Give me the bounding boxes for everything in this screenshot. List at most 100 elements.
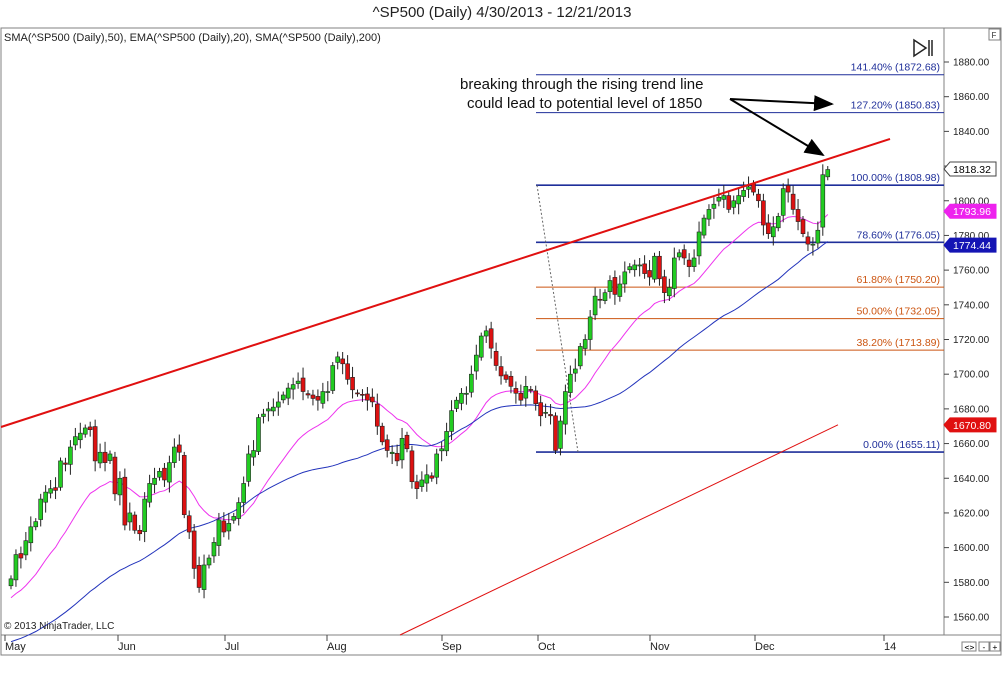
candle-up xyxy=(775,216,781,229)
candle-down xyxy=(191,530,197,569)
candle-up xyxy=(434,453,440,478)
zoom-plus-icon: + xyxy=(993,643,998,652)
candle-up xyxy=(780,188,786,216)
price-tag-box xyxy=(943,237,997,253)
price-tag-box xyxy=(943,203,997,219)
scroll-to-end-icon[interactable] xyxy=(913,38,933,58)
price-tag-box xyxy=(943,161,997,177)
candle-down xyxy=(553,415,558,451)
candlesticks xyxy=(8,164,831,599)
candle-up xyxy=(290,384,296,390)
price-tag-label: 1793.96 xyxy=(953,206,991,218)
candle-up xyxy=(810,243,816,246)
candle-up xyxy=(399,438,405,461)
zoom-plus-button[interactable] xyxy=(989,641,1001,652)
candle-up xyxy=(285,387,291,399)
candle-down xyxy=(409,450,415,483)
candle-up xyxy=(706,209,712,220)
candle-up xyxy=(676,252,682,258)
candle-up xyxy=(602,292,608,301)
candle-down xyxy=(761,200,766,226)
candle-up xyxy=(256,417,261,452)
candle-down xyxy=(647,270,652,278)
candle-up xyxy=(637,264,642,267)
candle-up xyxy=(201,564,207,590)
zoom-out-button[interactable] xyxy=(978,641,990,652)
candle-up xyxy=(736,195,741,205)
time-axis-label: Jun xyxy=(118,641,136,653)
price-axis-label: 1860.00 xyxy=(953,92,990,103)
fibonacci-levels: 141.40% (1872.68) 127.20% (1850.83) 100.00… xyxy=(536,62,944,453)
candle-down xyxy=(681,249,687,259)
candle-up xyxy=(711,203,717,209)
zoom-in-button[interactable] xyxy=(961,641,977,652)
candle-down xyxy=(300,377,306,392)
candle-down xyxy=(370,396,375,403)
candle-up xyxy=(157,471,162,478)
fib-level-label: 127.20% (1850.83) xyxy=(851,100,940,112)
properties-button[interactable] xyxy=(988,28,1001,41)
price-tag-label: 1774.44 xyxy=(953,240,991,252)
candle-up xyxy=(632,264,638,271)
candle-up xyxy=(172,446,177,463)
candle-up xyxy=(716,196,722,202)
candle-up xyxy=(572,368,578,374)
candle-up xyxy=(582,339,588,349)
candle-down xyxy=(795,209,801,222)
candle-down xyxy=(805,236,811,245)
candle-down xyxy=(350,377,355,391)
candle-up xyxy=(28,526,34,544)
candle-down xyxy=(686,259,692,267)
candle-up xyxy=(652,255,657,280)
candle-down xyxy=(751,183,756,193)
candle-down xyxy=(196,565,202,588)
candle-up xyxy=(746,186,751,190)
candle-up xyxy=(241,483,246,503)
candle-down xyxy=(657,255,662,280)
candle-down xyxy=(498,366,504,377)
candle-down xyxy=(488,328,494,349)
candle-up xyxy=(261,413,266,417)
price-tag-box xyxy=(943,417,997,433)
candle-down xyxy=(642,263,647,274)
candle-down xyxy=(597,298,603,301)
price-axis-label: 1600.00 xyxy=(953,543,990,554)
properties-icon: F xyxy=(992,31,997,40)
price-axis-label: 1720.00 xyxy=(953,335,990,346)
price-tag-label: 1670.80 xyxy=(953,420,991,432)
time-axis-label: Nov xyxy=(650,641,670,653)
candle-down xyxy=(305,393,311,396)
candle-down xyxy=(394,452,400,462)
price-axis-label: 1880.00 xyxy=(953,58,990,69)
candle-down xyxy=(756,193,761,202)
candle-up xyxy=(78,432,83,441)
candle-down xyxy=(345,363,350,380)
candle-up xyxy=(117,477,123,496)
candle-up xyxy=(617,283,623,297)
candle-down xyxy=(122,476,128,526)
candle-up xyxy=(568,373,573,393)
candle-down xyxy=(53,487,58,491)
candle-up xyxy=(246,453,251,482)
time-axis-label: 14 xyxy=(884,641,896,653)
chart-title: ^SP500 (Daily) 4/30/2013 - 12/21/2013 xyxy=(372,4,632,21)
candle-down xyxy=(800,219,806,235)
candle-up xyxy=(627,266,633,271)
annotation-arrow-to-trendline xyxy=(729,98,825,157)
candle-down xyxy=(533,390,539,404)
candle-up xyxy=(454,399,459,409)
candle-up xyxy=(721,195,727,200)
candle-down xyxy=(132,514,138,531)
candle-down xyxy=(137,529,142,535)
candle-up xyxy=(701,217,707,236)
rising-trend-line xyxy=(0,138,891,428)
trend-lines xyxy=(0,138,891,428)
candle-down xyxy=(518,392,524,401)
candle-up xyxy=(43,491,48,503)
candle-down xyxy=(355,392,360,395)
candle-up xyxy=(206,557,212,566)
candle-up xyxy=(38,498,44,520)
candle-down xyxy=(102,451,108,463)
candle-up xyxy=(152,477,157,485)
